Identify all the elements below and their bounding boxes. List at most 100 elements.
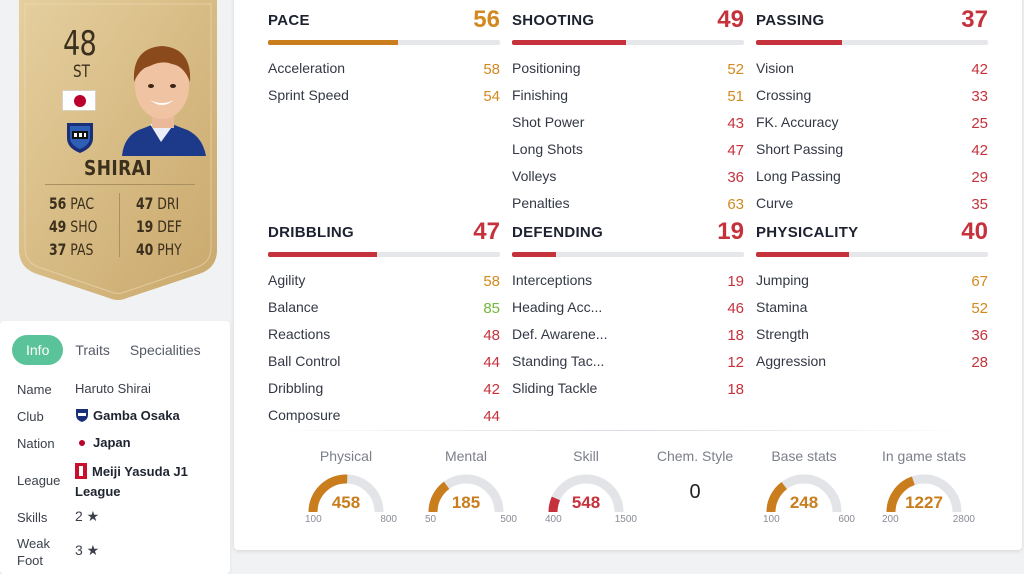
stat-name: Agility (268, 272, 306, 288)
stat-name: Reactions (268, 326, 331, 342)
stat-value: 47 (727, 142, 744, 159)
stat-row: Dribbling 42 (268, 380, 500, 398)
stat-name: Sliding Tackle (512, 380, 598, 396)
category-progress-bar (268, 40, 500, 45)
stat-name: Long Shots (512, 141, 583, 157)
info-name-label: Name (17, 382, 52, 397)
gamba-osaka-badge-icon (67, 123, 93, 153)
stat-value: 33 (971, 88, 988, 105)
stat-name: Strength (756, 326, 809, 342)
club-name: Gamba Osaka (93, 408, 180, 423)
stat-row: Finishing 51 (512, 87, 744, 105)
stat-name: Long Passing (756, 168, 841, 184)
chem-style-label: Chem. Style (656, 448, 734, 464)
gauge-label: Physical (319, 448, 373, 464)
info-nation-label: Nation (17, 436, 55, 451)
stat-name: Aggression (756, 353, 827, 369)
stat-row: Curve 35 (756, 195, 988, 213)
stat-row: Reactions 48 (268, 326, 500, 344)
stat-row: Standing Tac... 12 (512, 353, 744, 371)
gauge-min: 100 (763, 514, 780, 525)
stat-row: Interceptions 19 (512, 272, 744, 290)
tab-info[interactable]: Info (12, 335, 64, 365)
gauge-value: 548 (571, 493, 601, 512)
category-progress-fill (756, 252, 849, 257)
gauge-fill (548, 496, 561, 513)
card-stat-phy: 40 PHY (136, 240, 182, 259)
gauge-arc (548, 474, 624, 513)
stat-name: Finishing (512, 87, 569, 103)
stat-name: Penalties (512, 195, 570, 211)
info-weak-foot-label: Weak Foot (17, 536, 50, 568)
gauge-min: 400 (545, 514, 562, 525)
gauge-label: Base stats (771, 448, 837, 464)
gauge-max: 2800 (952, 514, 975, 525)
category-value: 49 (717, 6, 744, 33)
stat-value: 52 (727, 61, 744, 78)
category-value: 37 (961, 6, 988, 33)
gauge-fill (428, 481, 450, 513)
category-progress-bar (756, 40, 988, 45)
stat-value: 46 (727, 300, 744, 317)
category-progress-fill (512, 40, 626, 45)
tab-traits[interactable]: Traits (75, 342, 110, 358)
card-stat-pas: 37 PAS (49, 240, 94, 259)
stat-name: Stamina (756, 299, 808, 315)
stat-name: Crossing (756, 87, 812, 103)
player-card: 48 ST SHIRAI 56 PAC 49 SHO 37 PAS 47 DRI 19 D… (19, 0, 217, 302)
stat-name: Standing Tac... (512, 353, 605, 369)
category-value: 19 (717, 218, 744, 245)
category-title: PHYSICALITY (756, 224, 859, 241)
chem-style-value: 0 (689, 481, 701, 503)
card-position: ST (73, 62, 90, 82)
category-title: PACE (268, 12, 310, 29)
info-club-value[interactable]: Gamba Osaka (75, 408, 180, 423)
gauge-value: 248 (789, 493, 819, 512)
gauge-arc (766, 474, 842, 513)
card-player-name: SHIRAI (84, 156, 152, 180)
stat-name: Dribbling (268, 380, 324, 396)
stat-value: 28 (971, 354, 988, 371)
stats-panel: PACE 56 Acceleration 58 Sprint Speed 54 SHOOTI… (234, 0, 1022, 550)
info-tabs: Info Traits Specialities (12, 335, 211, 365)
stat-row: Crossing 33 (756, 87, 988, 105)
stat-value: 35 (971, 196, 988, 213)
card-stats-divider (119, 193, 120, 257)
player-photo (122, 46, 206, 156)
league-name-line1: Meiji Yasuda J1 (92, 464, 188, 479)
stat-row: Sprint Speed 54 (268, 87, 500, 105)
stat-name: Acceleration (268, 60, 346, 76)
stat-value: 58 (483, 273, 500, 290)
stat-value: 18 (727, 381, 744, 398)
stat-row: Volleys 36 (512, 168, 744, 186)
stat-name: Composure (268, 407, 341, 423)
info-league-value[interactable]: Meiji Yasuda J1 League (75, 462, 188, 502)
card-stat-dri: 47 DRI (136, 194, 180, 213)
japan-flag-icon (62, 90, 96, 111)
stat-name: Def. Awarene... (512, 326, 608, 342)
gauge-track (548, 474, 624, 513)
stat-value: 85 (483, 300, 500, 317)
gauge-in-game-stats: In game stats 1227 200 2800 (869, 448, 979, 538)
stat-name: Volleys (512, 168, 557, 184)
info-skills-label: Skills (17, 510, 48, 525)
gauge-max: 600 (838, 514, 855, 525)
gauge-min: 50 (425, 514, 437, 525)
stat-value: 19 (727, 273, 744, 290)
info-name-value: Haruto Shirai (75, 381, 151, 396)
gauge-min: 200 (882, 514, 899, 525)
stat-value: 54 (483, 88, 500, 105)
stat-name: Balance (268, 299, 319, 315)
stat-row: Def. Awarene... 18 (512, 326, 744, 344)
stat-row: Shot Power 43 (512, 114, 744, 132)
gauge-label: In game stats (881, 448, 967, 464)
category-title: PASSING (756, 12, 825, 29)
info-league-label: League (17, 473, 61, 488)
stat-row: Heading Acc... 46 (512, 299, 744, 317)
gauge-value: 1227 (905, 493, 943, 512)
stat-row: Ball Control 44 (268, 353, 500, 371)
category-progress-fill (756, 40, 842, 45)
info-nation-value[interactable]: Japan (75, 435, 131, 450)
tab-specialities[interactable]: Specialities (129, 342, 201, 358)
stat-value: 63 (727, 196, 744, 213)
